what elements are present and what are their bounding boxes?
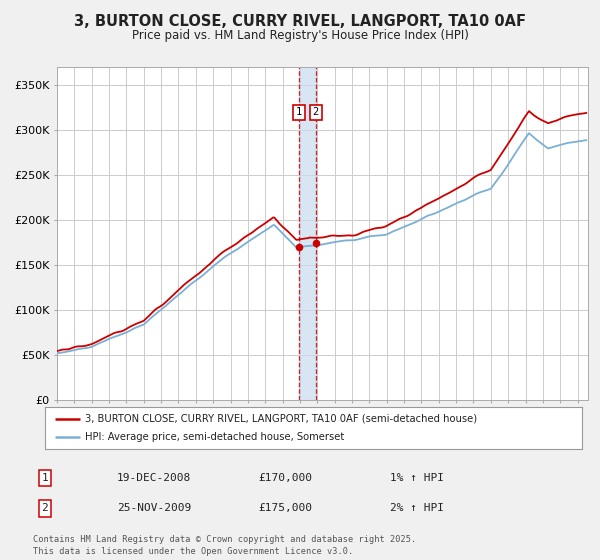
Text: 19-DEC-2008: 19-DEC-2008 [117,473,191,483]
Bar [299,67,316,400]
Text: HPI: Average price, semi-detached house, Somerset: HPI: Average price, semi-detached house,… [85,432,344,442]
Text: 1: 1 [296,107,302,117]
Text: 1% ↑ HPI: 1% ↑ HPI [390,473,444,483]
Text: £175,000: £175,000 [258,503,312,514]
Text: £170,000: £170,000 [258,473,312,483]
Text: 3, BURTON CLOSE, CURRY RIVEL, LANGPORT, TA10 0AF (semi-detached house): 3, BURTON CLOSE, CURRY RIVEL, LANGPORT, … [85,414,478,424]
Text: 25-NOV-2009: 25-NOV-2009 [117,503,191,514]
Text: 2: 2 [313,107,319,117]
Text: 2% ↑ HPI: 2% ↑ HPI [390,503,444,514]
Text: Price paid vs. HM Land Registry's House Price Index (HPI): Price paid vs. HM Land Registry's House … [131,29,469,42]
Text: 3, BURTON CLOSE, CURRY RIVEL, LANGPORT, TA10 0AF: 3, BURTON CLOSE, CURRY RIVEL, LANGPORT, … [74,14,526,29]
Text: 1: 1 [41,473,49,483]
Text: Contains HM Land Registry data © Crown copyright and database right 2025.
This d: Contains HM Land Registry data © Crown c… [33,535,416,556]
Text: 2: 2 [41,503,49,514]
